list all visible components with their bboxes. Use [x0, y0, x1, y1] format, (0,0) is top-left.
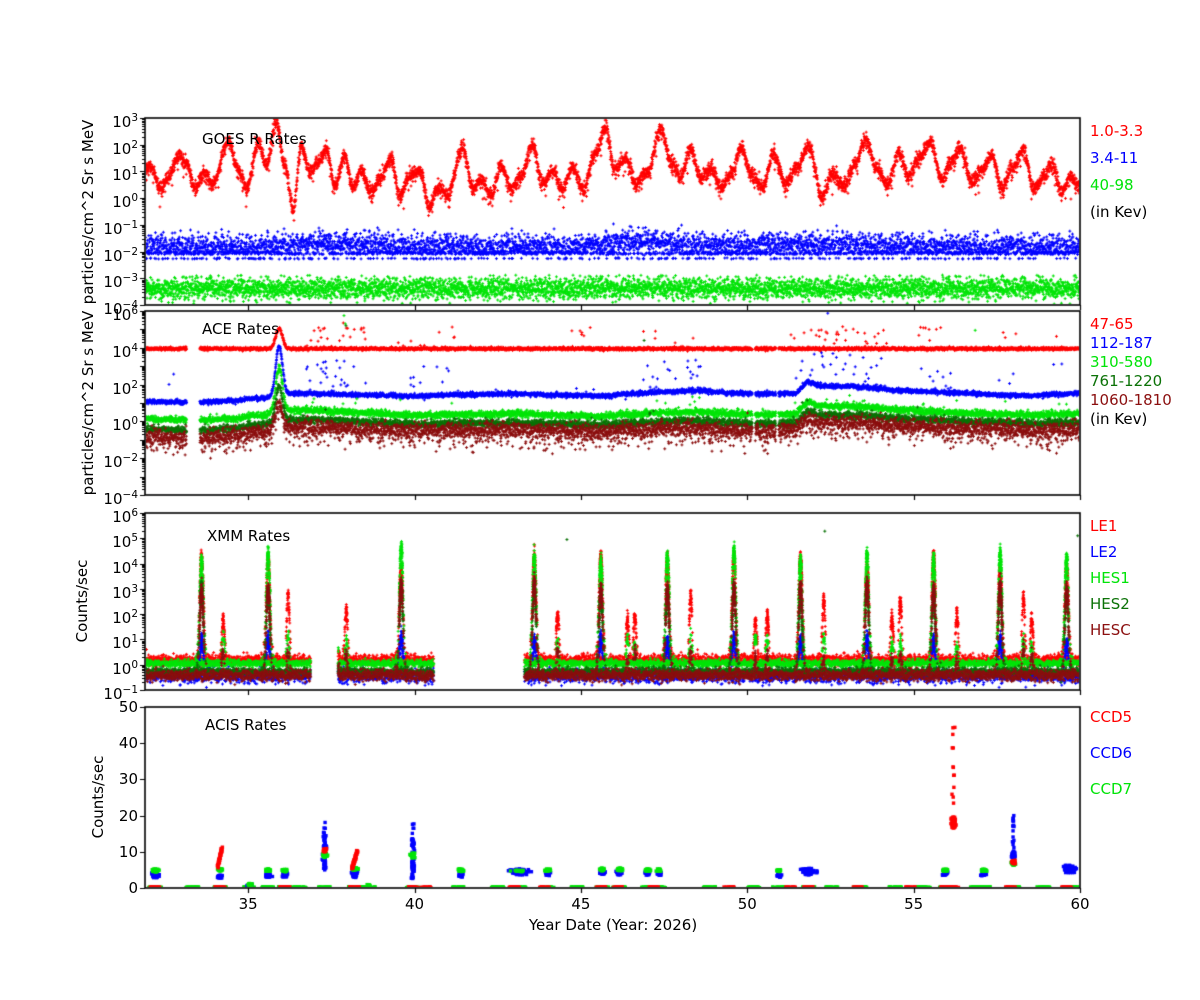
panel-title-xmm: XMM Rates	[207, 527, 291, 545]
y-tick-label: 10−2	[103, 452, 138, 472]
legend-entry-le1: LE1	[1090, 517, 1118, 535]
y-tick-label: 102	[112, 138, 138, 158]
y-tick-label: 104	[112, 557, 138, 577]
x-axis-label: Year Date (Year: 2026)	[528, 916, 698, 934]
x-tick-label: 60	[1070, 895, 1090, 913]
legend-entry-hes2: HES2	[1090, 595, 1130, 613]
y-tick-label: 10−4	[103, 489, 138, 508]
legend-entry-le2: LE2	[1090, 543, 1118, 561]
legend-entry-1060-1810: 1060-1810	[1090, 391, 1172, 409]
y-tick-label: 30	[118, 770, 138, 789]
y-tick-label: 100	[112, 192, 138, 212]
legend-entry-3-4-11: 3.4-11	[1090, 149, 1139, 167]
legend-entry-47-65: 47-65	[1090, 315, 1134, 333]
y-tick-label: 10−2	[103, 245, 138, 265]
y-tick-label: 50	[118, 698, 138, 716]
y-tick-label: 103	[112, 112, 138, 131]
legend-entry-hesc: HESC	[1090, 621, 1131, 639]
x-tick-label: 40	[404, 895, 425, 913]
y-tick-label: 10−1	[103, 218, 138, 238]
y-tick-label: 104	[112, 341, 138, 361]
y-tick-label: 20	[118, 806, 138, 825]
legend-entry-ccd7: CCD7	[1090, 780, 1133, 798]
panel-title-goes: GOES R Rates	[202, 130, 307, 148]
panel-title-ace: ACE Rates	[202, 320, 279, 338]
x-tick-label: 55	[904, 895, 924, 913]
y-tick-label: 100	[112, 658, 138, 678]
legend-entry-ccd5: CCD5	[1090, 708, 1133, 726]
y-tick-label: 10	[118, 842, 138, 861]
legend-entry-hes1: HES1	[1090, 569, 1130, 587]
y-axis-label-acis: Counts/sec	[89, 755, 107, 839]
y-tick-label: 100	[112, 415, 138, 435]
y-tick-label: 105	[112, 532, 138, 552]
x-tick-label: 35	[238, 895, 258, 913]
y-tick-label: 106	[112, 507, 138, 526]
y-tick-label: 103	[112, 582, 138, 602]
y-tick-label: 10−3	[103, 272, 138, 292]
y-tick-label: 101	[112, 165, 138, 185]
legend-entry-ccd6: CCD6	[1090, 744, 1133, 762]
legend-entry-112-187: 112-187	[1090, 334, 1153, 352]
y-tick-label: 0	[128, 879, 138, 897]
legend-entry--in-kev-: (in Kev)	[1090, 203, 1148, 221]
legend-entry-761-1220: 761-1220	[1090, 372, 1163, 390]
y-tick-label: 10−4	[103, 299, 138, 318]
y-tick-label: 10−1	[103, 684, 138, 703]
y-tick-label: 40	[118, 734, 138, 753]
legend-entry-1-0-3-3: 1.0-3.3	[1090, 122, 1144, 140]
legend-entry-310-580: 310-580	[1090, 353, 1153, 371]
y-tick-label: 102	[112, 608, 138, 628]
panel-title-acis: ACIS Rates	[205, 716, 287, 734]
legend-entry--in-kev-: (in Kev)	[1090, 410, 1148, 428]
y-tick-label: 101	[112, 633, 138, 653]
y-tick-label: 106	[112, 305, 138, 324]
x-tick-label: 45	[571, 895, 591, 913]
x-tick-label: 50	[737, 895, 757, 913]
legend-entry-40-98: 40-98	[1090, 176, 1134, 194]
y-tick-label: 102	[112, 378, 138, 398]
